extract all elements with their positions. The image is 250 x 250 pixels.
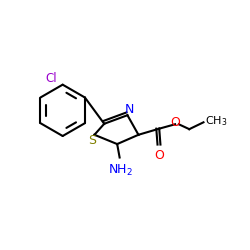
Text: O: O bbox=[154, 149, 164, 162]
Text: O: O bbox=[171, 116, 180, 129]
Text: Cl: Cl bbox=[46, 72, 58, 85]
Text: N: N bbox=[125, 103, 134, 116]
Text: NH$_2$: NH$_2$ bbox=[108, 162, 133, 178]
Text: S: S bbox=[88, 134, 96, 147]
Text: CH$_3$: CH$_3$ bbox=[205, 114, 227, 128]
